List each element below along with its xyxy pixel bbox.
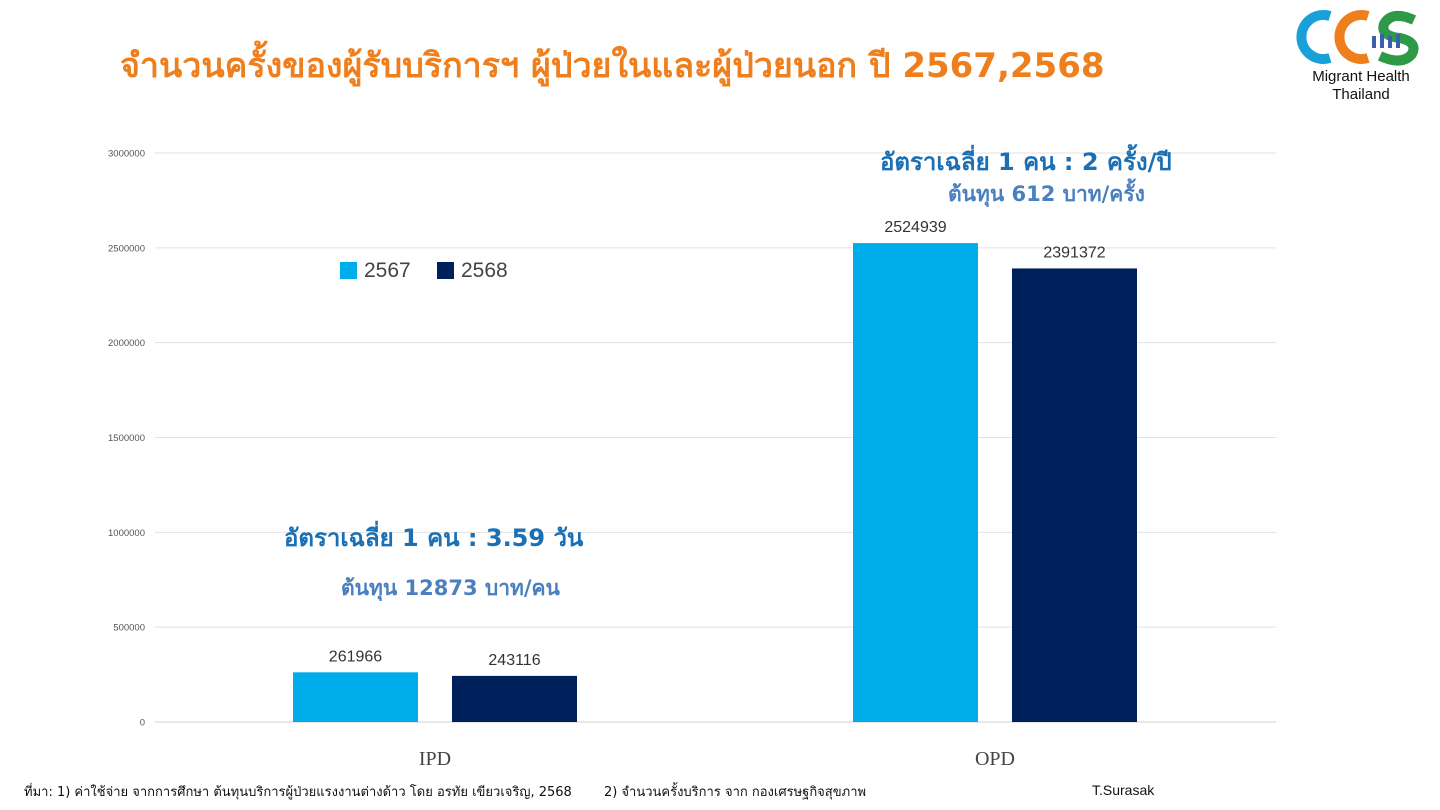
y-tick-label: 3000000 bbox=[108, 149, 145, 160]
logo-text: Migrant Health Thailand bbox=[1300, 68, 1422, 104]
y-tick-label: 2000000 bbox=[108, 338, 145, 349]
y-tick-label: 2500000 bbox=[108, 243, 145, 254]
chart-title: จำนวนครั้งของผู้รับบริการฯ ผู้ป่วยในและผ… bbox=[120, 46, 1105, 86]
y-tick-label: 500000 bbox=[113, 623, 145, 634]
legend-swatch-2568 bbox=[437, 262, 454, 279]
ccs-logo-icon bbox=[1296, 10, 1419, 66]
footer-source-2: 2) จำนวนครั้งบริการ จาก กองเศรษฐกิจสุขภา… bbox=[603, 785, 867, 800]
data-label: 261966 bbox=[329, 648, 382, 665]
opd-rate-annotation: อัตราเฉลี่ย 1 คน : 2 ครั้ง/ปี bbox=[880, 148, 1172, 176]
ipd-cost-annotation: ต้นทุน 12873 บาท/คน bbox=[341, 576, 560, 600]
x-category-label: IPD bbox=[419, 748, 451, 770]
bar-opd-2568 bbox=[1012, 268, 1137, 722]
data-label: 2524939 bbox=[884, 219, 946, 236]
opd-cost-annotation: ต้นทุน 612 บาท/ครั้ง bbox=[948, 182, 1145, 206]
logo-line2: Thailand bbox=[1332, 86, 1390, 103]
x-category-label: OPD bbox=[975, 748, 1015, 770]
bar-opd-2567 bbox=[853, 243, 978, 722]
footer-source-1: ที่มา: 1) ค่าใช้จ่าย จากการศึกษา ต้นทุนบ… bbox=[24, 785, 572, 800]
ipd-rate-annotation: อัตราเฉลี่ย 1 คน : 3.59 วัน bbox=[284, 524, 584, 552]
legend-label-2568: 2568 bbox=[461, 259, 508, 282]
bar-ipd-2568 bbox=[452, 675, 577, 722]
logo-line1: Migrant Health bbox=[1312, 68, 1410, 85]
data-label: 243116 bbox=[488, 652, 540, 669]
footer-author: T.Surasak bbox=[1092, 782, 1155, 798]
bar-ipd-2567 bbox=[293, 672, 418, 722]
footer-sources: ที่มา: 1) ค่าใช้จ่าย จากการศึกษา ต้นทุนบ… bbox=[24, 781, 894, 802]
legend-swatch-2567 bbox=[340, 262, 357, 279]
y-tick-label: 1000000 bbox=[108, 528, 145, 539]
data-label: 2391372 bbox=[1043, 244, 1105, 261]
legend-label-2567: 2567 bbox=[364, 259, 411, 282]
y-tick-label: 1500000 bbox=[108, 433, 145, 444]
y-tick-label: 0 bbox=[140, 718, 145, 729]
